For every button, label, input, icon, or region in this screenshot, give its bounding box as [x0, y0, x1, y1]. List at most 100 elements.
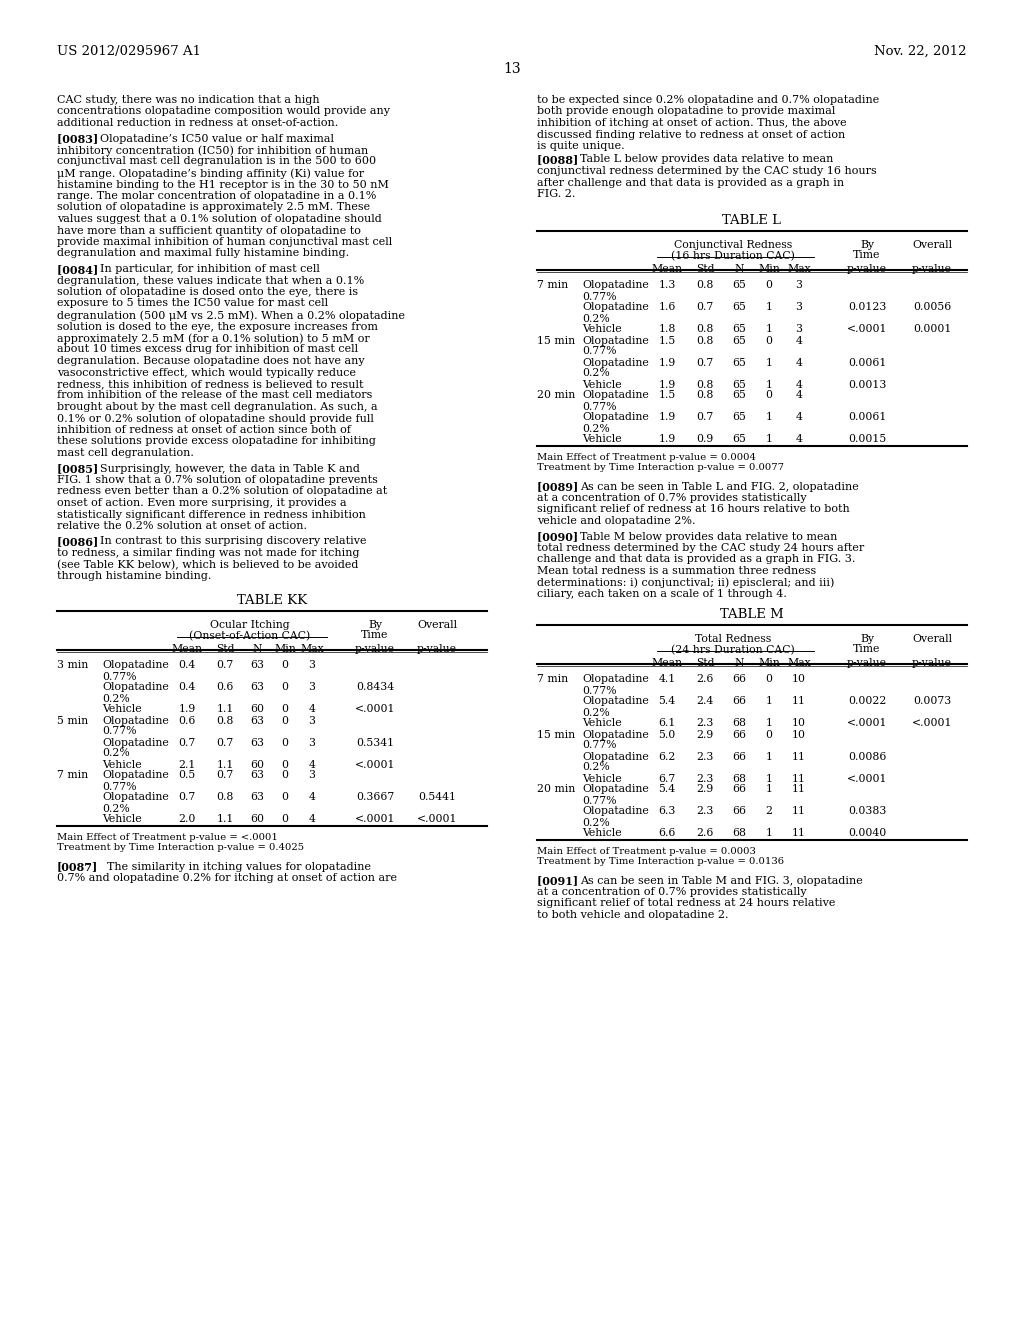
Text: 66: 66: [732, 675, 746, 685]
Text: 0.4: 0.4: [178, 660, 196, 671]
Text: 0.8: 0.8: [696, 335, 714, 346]
Text: 10: 10: [792, 718, 806, 729]
Text: values suggest that a 0.1% solution of olopatadine should: values suggest that a 0.1% solution of o…: [57, 214, 382, 224]
Text: at a concentration of 0.7% provides statistically: at a concentration of 0.7% provides stat…: [537, 887, 807, 898]
Text: 1: 1: [766, 302, 772, 313]
Text: inhibitory concentration (IC50) for inhibition of human: inhibitory concentration (IC50) for inhi…: [57, 145, 369, 156]
Text: 68: 68: [732, 718, 746, 729]
Text: 1: 1: [766, 697, 772, 706]
Text: vasoconstrictive effect, which would typically reduce: vasoconstrictive effect, which would typ…: [57, 367, 356, 378]
Text: Std: Std: [695, 264, 715, 275]
Text: (16 hrs Duration CAC): (16 hrs Duration CAC): [671, 251, 795, 261]
Text: conjunctival redness determined by the CAC study 16 hours: conjunctival redness determined by the C…: [537, 166, 877, 176]
Text: 6.1: 6.1: [658, 718, 676, 729]
Text: Olopatadine: Olopatadine: [102, 715, 169, 726]
Text: about 10 times excess drug for inhibition of mast cell: about 10 times excess drug for inhibitio…: [57, 345, 358, 355]
Text: 0.7: 0.7: [178, 738, 196, 747]
Text: 0.4: 0.4: [178, 682, 196, 693]
Text: p-value: p-value: [355, 644, 395, 655]
Text: Vehicle: Vehicle: [582, 325, 622, 334]
Text: Table L below provides data relative to mean: Table L below provides data relative to …: [581, 154, 834, 165]
Text: US 2012/0295967 A1: US 2012/0295967 A1: [57, 45, 201, 58]
Text: 0.6: 0.6: [216, 682, 233, 693]
Text: 68: 68: [732, 829, 746, 838]
Text: 0.8: 0.8: [216, 715, 233, 726]
Text: have more than a sufficient quantity of olopatadine to: have more than a sufficient quantity of …: [57, 226, 360, 235]
Text: 65: 65: [732, 412, 745, 422]
Text: 0.2%: 0.2%: [102, 693, 130, 704]
Text: 4: 4: [796, 335, 803, 346]
Text: 0.1% or 0.2% solution of olopatadine should provide full: 0.1% or 0.2% solution of olopatadine sho…: [57, 413, 374, 424]
Text: Olopatadine: Olopatadine: [582, 784, 649, 795]
Text: 1.3: 1.3: [658, 281, 676, 290]
Text: ciliary, each taken on a scale of 1 through 4.: ciliary, each taken on a scale of 1 thro…: [537, 589, 786, 599]
Text: 5.0: 5.0: [658, 730, 676, 739]
Text: By: By: [368, 620, 382, 631]
Text: (see Table KK below), which is believed to be avoided: (see Table KK below), which is believed …: [57, 560, 358, 570]
Text: Mean: Mean: [171, 644, 203, 655]
Text: 4: 4: [308, 792, 315, 803]
Text: 0.2%: 0.2%: [582, 763, 609, 772]
Text: mast cell degranulation.: mast cell degranulation.: [57, 447, 194, 458]
Text: [0083]: [0083]: [57, 133, 110, 144]
Text: 0.0040: 0.0040: [848, 829, 886, 838]
Text: 11: 11: [792, 829, 806, 838]
Text: 0: 0: [766, 281, 772, 290]
Text: provide maximal inhibition of human conjunctival mast cell: provide maximal inhibition of human conj…: [57, 238, 392, 247]
Text: 1: 1: [766, 358, 772, 367]
Text: 2.0: 2.0: [178, 814, 196, 825]
Text: Main Effect of Treatment p-value = <.0001: Main Effect of Treatment p-value = <.000…: [57, 833, 278, 842]
Text: 3: 3: [308, 771, 315, 780]
Text: 13: 13: [503, 62, 521, 77]
Text: 4: 4: [308, 705, 315, 714]
Text: 66: 66: [732, 784, 746, 795]
Text: Time: Time: [853, 644, 881, 655]
Text: 11: 11: [792, 784, 806, 795]
Text: Ocular Itching: Ocular Itching: [210, 620, 290, 631]
Text: Vehicle: Vehicle: [582, 434, 622, 445]
Text: vehicle and olopatadine 2%.: vehicle and olopatadine 2%.: [537, 516, 695, 525]
Text: 65: 65: [732, 335, 745, 346]
Text: 65: 65: [732, 358, 745, 367]
Text: 0.2%: 0.2%: [102, 804, 130, 813]
Text: solution is dosed to the eye, the exposure increases from: solution is dosed to the eye, the exposu…: [57, 322, 378, 331]
Text: inhibition of redness at onset of action since both of: inhibition of redness at onset of action…: [57, 425, 351, 436]
Text: Overall: Overall: [417, 620, 457, 631]
Text: 66: 66: [732, 697, 746, 706]
Text: additional reduction in redness at onset-of-action.: additional reduction in redness at onset…: [57, 117, 338, 128]
Text: 0.8434: 0.8434: [356, 682, 394, 693]
Text: μM range. Olopatadine’s binding affinity (Ki) value for: μM range. Olopatadine’s binding affinity…: [57, 168, 365, 178]
Text: approximately 2.5 mM (for a 0.1% solution) to 5 mM or: approximately 2.5 mM (for a 0.1% solutio…: [57, 333, 370, 343]
Text: 65: 65: [732, 302, 745, 313]
Text: [0088]: [0088]: [537, 154, 590, 165]
Text: 6.3: 6.3: [658, 807, 676, 817]
Text: degranulation and maximal fully histamine binding.: degranulation and maximal fully histamin…: [57, 248, 349, 259]
Text: both provide enough olopatadine to provide maximal: both provide enough olopatadine to provi…: [537, 107, 836, 116]
Text: relative the 0.2% solution at onset of action.: relative the 0.2% solution at onset of a…: [57, 521, 307, 531]
Text: 0: 0: [282, 738, 289, 747]
Text: 1: 1: [766, 774, 772, 784]
Text: Main Effect of Treatment p-value = 0.0004: Main Effect of Treatment p-value = 0.000…: [537, 454, 756, 462]
Text: 4: 4: [308, 759, 315, 770]
Text: 0: 0: [282, 660, 289, 671]
Text: 66: 66: [732, 807, 746, 817]
Text: 0.77%: 0.77%: [582, 346, 616, 356]
Text: Min: Min: [758, 659, 780, 668]
Text: 0.7: 0.7: [178, 792, 196, 803]
Text: 0.0123: 0.0123: [848, 302, 886, 313]
Text: after challenge and that data is provided as a graph in: after challenge and that data is provide…: [537, 177, 844, 187]
Text: 1: 1: [766, 784, 772, 795]
Text: 0.8: 0.8: [216, 792, 233, 803]
Text: redness even better than a 0.2% solution of olopatadine at: redness even better than a 0.2% solution…: [57, 487, 387, 496]
Text: Olopatadine: Olopatadine: [582, 697, 649, 706]
Text: Olopatadine’s IC50 value or half maximal: Olopatadine’s IC50 value or half maximal: [100, 133, 335, 144]
Text: 3: 3: [308, 660, 315, 671]
Text: 65: 65: [732, 380, 745, 389]
Text: In contrast to this surprising discovery relative: In contrast to this surprising discovery…: [100, 536, 367, 546]
Text: 4.1: 4.1: [658, 675, 676, 685]
Text: redness, this inhibition of redness is believed to result: redness, this inhibition of redness is b…: [57, 379, 364, 389]
Text: 0.5: 0.5: [178, 771, 196, 780]
Text: N: N: [252, 644, 262, 655]
Text: 1.8: 1.8: [658, 325, 676, 334]
Text: 6.6: 6.6: [658, 829, 676, 838]
